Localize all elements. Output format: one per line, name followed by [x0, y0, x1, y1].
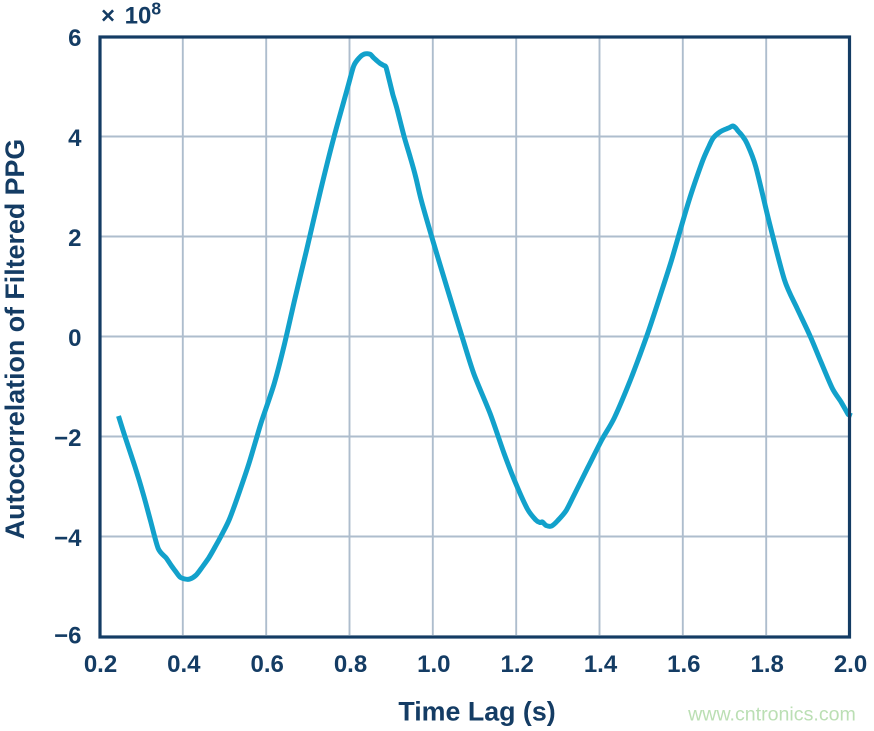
svg-text:0.4: 0.4: [167, 651, 201, 678]
svg-text:0: 0: [68, 325, 81, 352]
svg-text:0.8: 0.8: [334, 651, 367, 678]
svg-text:1.6: 1.6: [667, 651, 700, 678]
svg-text:−4: −4: [54, 525, 82, 552]
svg-text:2.0: 2.0: [834, 651, 867, 678]
svg-text:× 108: × 108: [101, 0, 161, 30]
svg-text:Time Lag (s): Time Lag (s): [398, 697, 555, 727]
svg-text:4: 4: [68, 125, 82, 152]
svg-text:0.2: 0.2: [84, 651, 117, 678]
svg-text:Autocorrelation of Filtered PP: Autocorrelation of Filtered PPG: [0, 139, 30, 540]
svg-text:2: 2: [68, 225, 81, 252]
svg-text:6: 6: [68, 25, 81, 52]
svg-text:−2: −2: [54, 425, 81, 452]
svg-text:www.cntronics.com: www.cntronics.com: [687, 704, 856, 726]
svg-text:1.2: 1.2: [501, 651, 534, 678]
svg-text:1.0: 1.0: [417, 651, 450, 678]
svg-text:0.6: 0.6: [251, 651, 284, 678]
svg-text:1.4: 1.4: [584, 651, 618, 678]
svg-text:−6: −6: [54, 622, 81, 649]
svg-text:1.8: 1.8: [751, 651, 784, 678]
